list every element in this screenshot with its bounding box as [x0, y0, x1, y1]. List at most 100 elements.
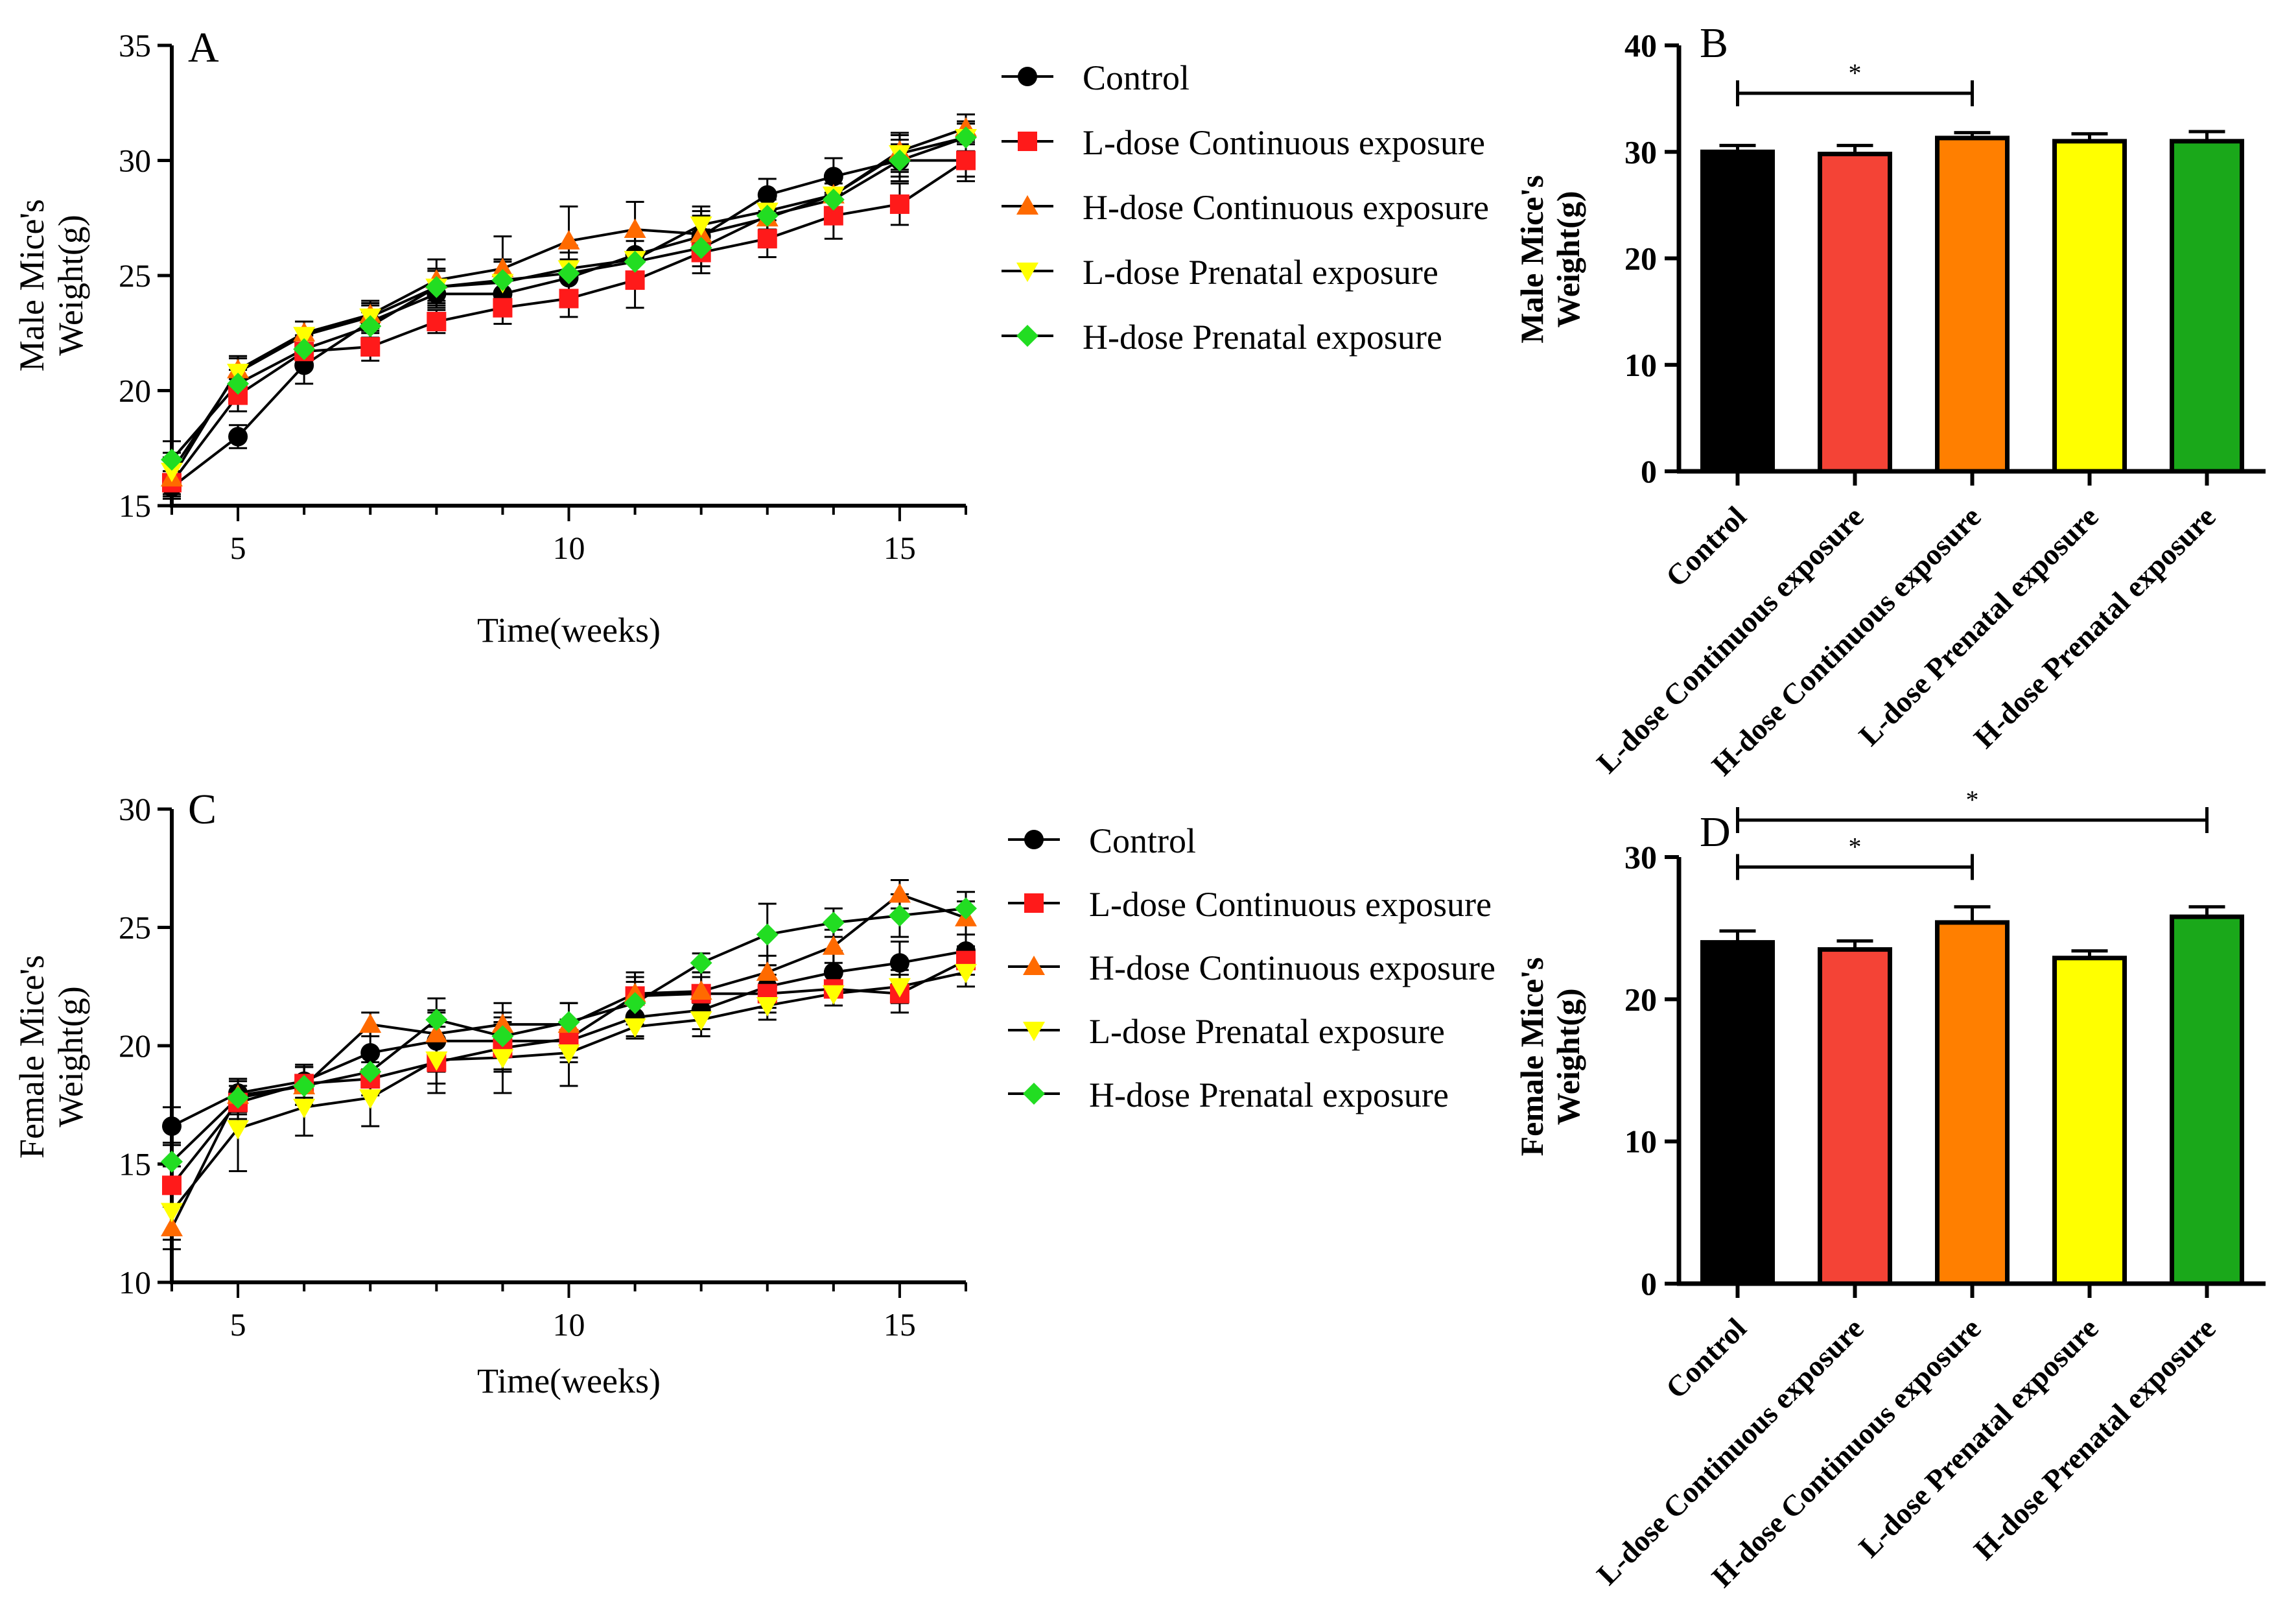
legend-label: L-dose Continuous exposure: [1089, 885, 1492, 924]
y-axis-label: Female Mice'sWeight(g): [1514, 958, 1586, 1157]
x-tick-label: 10: [553, 530, 585, 566]
data-point: [756, 923, 779, 946]
y-tick-label: 30: [1624, 134, 1657, 170]
data-point: [359, 315, 382, 338]
data-point: [955, 126, 977, 148]
data-point: [491, 1049, 514, 1069]
data-point: [491, 257, 514, 277]
data-point: [557, 1044, 580, 1064]
data-point: [359, 1013, 382, 1033]
x-axis-label: Time(weeks): [477, 611, 661, 650]
y-tick-label: 20: [1624, 241, 1657, 277]
legend-label: H-dose Prenatal exposure: [1083, 318, 1442, 357]
legend-marker: [1018, 132, 1037, 151]
data-point: [293, 1098, 316, 1118]
y-tick-label: 15: [119, 488, 151, 524]
data-point: [557, 229, 580, 250]
data-point: [956, 150, 976, 171]
data-point: [888, 904, 911, 927]
x-tick-label: 5: [230, 1306, 246, 1343]
data-point: [360, 1042, 381, 1063]
y-tick-label: 0: [1641, 453, 1657, 489]
data-point: [690, 1011, 712, 1031]
legend-marker: [1024, 893, 1044, 913]
y-axis-label-line: Male Mice's: [12, 199, 51, 371]
bar-2: [1935, 920, 2010, 1286]
data-point: [227, 1087, 250, 1109]
x-tick-label: 10: [553, 1306, 585, 1343]
y-axis-label-line: Female Mice's: [12, 955, 51, 1159]
x-tick-label: 15: [884, 530, 916, 566]
y-tick-label: 25: [119, 257, 151, 294]
data-point: [823, 167, 843, 187]
data-point: [425, 1051, 448, 1071]
data-point: [293, 338, 316, 360]
y-axis-label-line: Weight(g): [51, 986, 90, 1127]
y-tick-label: 30: [119, 791, 151, 827]
y-tick-label: 15: [119, 1146, 151, 1183]
legend-marker: [1018, 67, 1037, 86]
data-point: [425, 1008, 448, 1031]
data-point: [624, 250, 646, 273]
panel-label: D: [1700, 808, 1731, 856]
legend-marker: [1023, 1083, 1045, 1105]
data-point: [293, 327, 316, 347]
data-point: [493, 298, 513, 318]
data-point: [690, 980, 712, 1000]
data-point: [822, 935, 845, 955]
significance-star: *: [1966, 785, 1979, 814]
x-tick-label: 15: [884, 1306, 916, 1343]
legend-label: Control: [1083, 58, 1190, 97]
data-point: [359, 1061, 382, 1083]
data-point: [227, 372, 250, 395]
data-point: [161, 1150, 183, 1173]
data-point: [162, 1116, 182, 1136]
data-point: [756, 961, 779, 981]
data-point: [360, 337, 381, 357]
data-point: [955, 963, 977, 983]
legend-marker: [1016, 325, 1038, 347]
bar-4: [2170, 914, 2244, 1286]
legend-label: L-dose Continuous exposure: [1083, 123, 1485, 162]
data-point: [161, 1217, 183, 1237]
y-axis-label-line: Weight(g): [1550, 988, 1586, 1125]
data-point: [557, 1011, 580, 1033]
data-point: [822, 912, 845, 934]
x-tick-label: 5: [230, 530, 246, 566]
data-point: [690, 237, 712, 259]
line-chart-c: 10 15 20 25 30 5 10 15 Time(weeks) Female Mice'sW…: [12, 786, 1495, 1400]
y-axis-label: Male Mice'sWeight(g): [1514, 175, 1586, 344]
data-point: [228, 427, 248, 447]
bar-1: [1818, 152, 1892, 474]
data-point: [427, 312, 447, 331]
data-point: [491, 1013, 514, 1033]
data-point: [624, 218, 646, 238]
y-axis-label-line: Male Mice's: [1514, 175, 1550, 344]
legend-label: L-dose Prenatal exposure: [1089, 1012, 1445, 1051]
data-point: [425, 1022, 448, 1042]
data-point: [756, 996, 779, 1017]
y-axis-label-line: Weight(g): [1550, 191, 1586, 327]
data-point: [161, 462, 183, 482]
data-point: [624, 992, 646, 1015]
data-point: [756, 204, 779, 227]
data-point: [227, 1120, 250, 1140]
data-point: [888, 978, 911, 998]
bar-0: [1700, 149, 1775, 474]
data-point: [690, 952, 712, 974]
y-axis-label-line: Weight(g): [51, 215, 90, 356]
panel-label: C: [188, 786, 217, 833]
y-tick-label: 20: [1624, 981, 1657, 1017]
data-point: [161, 449, 183, 471]
x-axis-label: Time(weeks): [477, 1361, 661, 1400]
data-point: [491, 1025, 514, 1048]
legend-label: H-dose Prenatal exposure: [1089, 1076, 1449, 1114]
y-tick-label: 0: [1641, 1265, 1657, 1302]
data-point: [757, 229, 777, 249]
data-point: [491, 269, 514, 292]
y-tick-label: 25: [119, 910, 151, 946]
legend-marker: [1016, 195, 1038, 215]
y-axis-label: Female Mice'sWeight(g): [12, 955, 90, 1159]
bar-1: [1818, 947, 1892, 1286]
